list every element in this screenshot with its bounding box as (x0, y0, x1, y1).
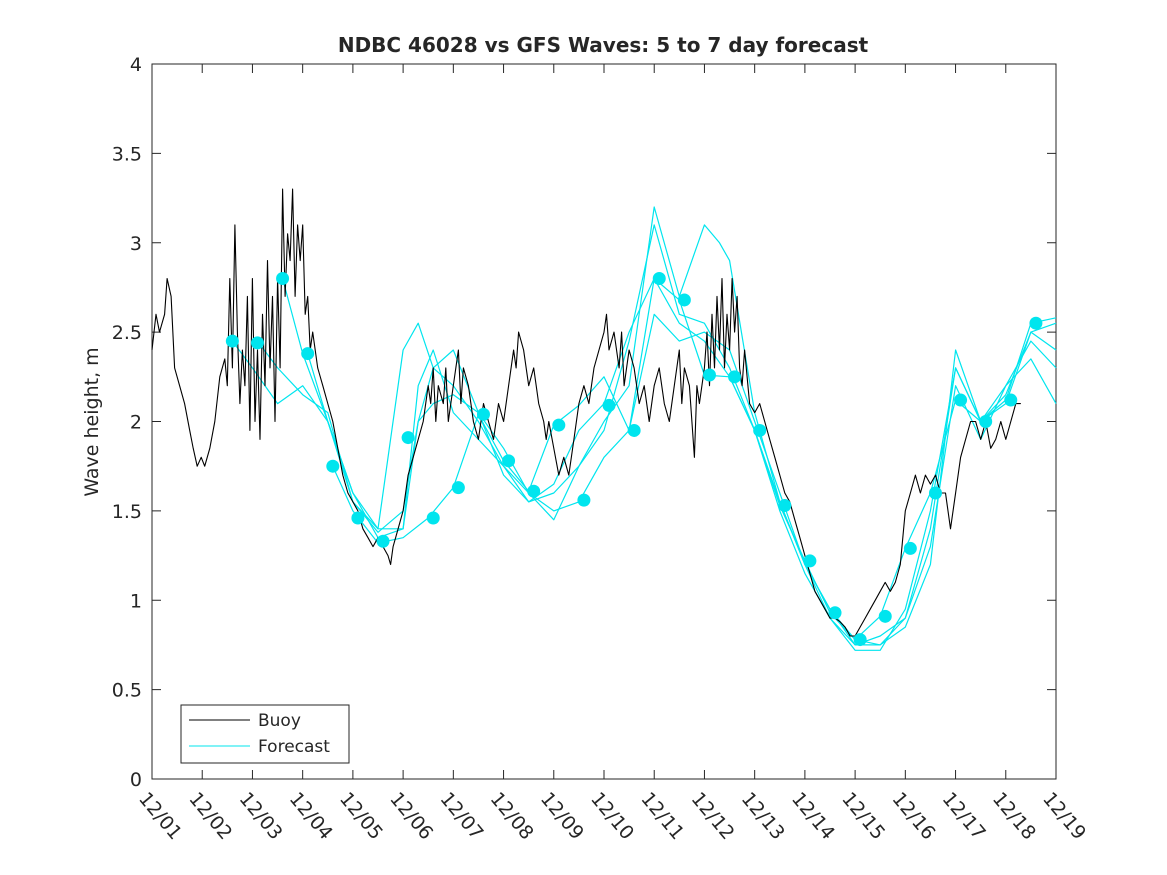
y-axis-label: Wave height, m (81, 347, 103, 496)
forecast-marker (627, 423, 641, 437)
legend-box (180, 704, 350, 764)
series-line-buoy (151, 188, 1021, 637)
forecast-marker (250, 336, 264, 350)
forecast-marker (1029, 316, 1043, 330)
forecast-marker (702, 368, 716, 382)
forecast-marker (225, 334, 239, 348)
forecast-marker (476, 407, 490, 421)
forecast-marker (276, 272, 290, 285)
forecast-marker (778, 499, 792, 513)
forecast-marker (326, 459, 340, 473)
y-tick-label: 2.5 (112, 322, 142, 344)
forecast-marker (426, 511, 440, 525)
forecast-marker (728, 370, 742, 384)
legend: Buoy Forecast (180, 704, 350, 764)
y-tick-label: 3.5 (112, 143, 142, 165)
forecast-marker (928, 486, 942, 500)
forecast-marker (853, 633, 867, 647)
axis-ticks (151, 63, 1057, 780)
forecast-marker (677, 293, 691, 307)
forecast-marker (979, 415, 993, 428)
legend-forecast-label: Forecast (258, 737, 330, 757)
forecast-marker (954, 393, 968, 407)
forecast-marker (602, 398, 616, 412)
legend-buoy-label: Buoy (258, 711, 301, 731)
forecast-marker (903, 541, 917, 555)
forecast-marker (878, 609, 892, 623)
chart-title: NDBC 46028 vs GFS Waves: 5 to 7 day fore… (338, 33, 869, 57)
y-tick-label: 2 (130, 412, 142, 434)
y-tick-label: 1 (130, 590, 142, 612)
forecast-marker (803, 554, 817, 568)
y-tick-label: 4 (130, 54, 142, 76)
forecast-markers (225, 272, 1043, 647)
forecast-marker (502, 454, 516, 468)
forecast-marker (401, 431, 415, 445)
series-line-forecast-run-b (257, 277, 1057, 646)
forecast-marker (652, 272, 666, 285)
forecast-marker (828, 606, 842, 620)
forecast-marker (376, 534, 390, 548)
forecast-marker (527, 484, 541, 498)
forecast-marker (1004, 393, 1018, 407)
forecast-marker (577, 493, 591, 507)
forecast-marker (753, 423, 767, 437)
y-tick-label: 0 (130, 769, 142, 791)
forecast-marker (552, 418, 566, 432)
y-tick-label: 0.5 (112, 680, 142, 702)
forecast-marker (451, 481, 465, 495)
forecast-marker (351, 511, 365, 525)
y-tick-label: 1.5 (112, 501, 142, 523)
y-tick-label: 3 (130, 233, 142, 255)
forecast-marker (301, 347, 315, 361)
